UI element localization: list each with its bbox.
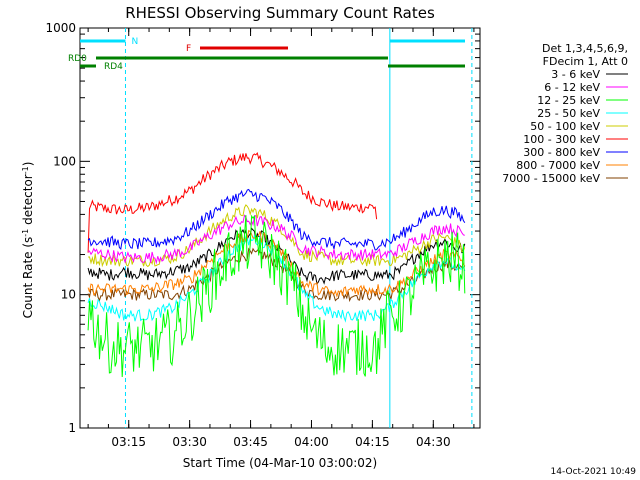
legend-entry-label: 7000 - 15000 keV	[502, 172, 600, 185]
observing-annotations: N F RD0 RD4	[68, 28, 473, 428]
legend-entry-label: 12 - 25 keV	[537, 94, 600, 107]
series-line	[87, 214, 466, 378]
x-tick-label: 04:15	[355, 435, 390, 449]
series-line	[87, 229, 466, 298]
legend-entry-label: 50 - 100 keV	[530, 120, 600, 133]
y-tick-label: 1000	[45, 21, 76, 35]
y-axis-label-sup2: -1	[21, 166, 30, 174]
legend-header-1: Det 1,3,4,5,6,9,	[542, 42, 628, 55]
rd4-label: RD4	[104, 62, 123, 72]
series-line	[88, 214, 465, 265]
legend: Det 1,3,4,5,6,9, FDecim 1, Att 0 3 - 6 k…	[502, 42, 628, 185]
plot-frame	[79, 27, 481, 429]
y-tick-label: 1	[68, 421, 76, 435]
y-tick-label: 10	[61, 288, 76, 302]
x-tick-label: 04:30	[416, 435, 451, 449]
legend-entry-label: 100 - 300 keV	[523, 133, 600, 146]
y-axis-ticks: 1 10 100 1000	[45, 21, 480, 435]
series-lines	[87, 152, 466, 378]
chart-title: RHESSI Observing Summary Count Rates	[125, 4, 435, 22]
legend-header-2: FDecim 1, Att 0	[543, 55, 628, 68]
y-axis-label-sup: -1	[21, 229, 30, 237]
y-axis-label: Count Rate (s-1 detector-1)	[21, 162, 36, 319]
timestamp: 14-Oct-2021 10:49	[551, 467, 637, 477]
x-tick-label: 03:15	[111, 435, 146, 449]
x-axis-label: Start Time (04-Mar-10 03:00:02)	[183, 456, 377, 470]
legend-entry-label: 6 - 12 keV	[544, 81, 600, 94]
y-axis-label-main: Count Rate (s	[21, 237, 35, 319]
legend-entry-label: 800 - 7000 keV	[516, 159, 600, 172]
legend-entry-label: 25 - 50 keV	[537, 107, 600, 120]
series-line	[87, 188, 466, 251]
flare-label: F	[186, 44, 191, 54]
series-line	[87, 247, 466, 303]
x-tick-label: 04:00	[294, 435, 329, 449]
rd0-label: RD0	[68, 54, 87, 64]
legend-entry-label: 300 - 800 keV	[523, 146, 600, 159]
y-axis-label-end: )	[21, 162, 35, 167]
y-axis-label-tail: detector	[21, 174, 35, 229]
legend-entry-label: 3 - 6 keV	[551, 68, 600, 81]
x-tick-label: 03:30	[172, 435, 207, 449]
plot-border	[79, 27, 481, 429]
night-label: N	[131, 37, 138, 47]
series-line	[87, 152, 378, 253]
y-tick-label: 100	[53, 154, 76, 168]
x-axis-ticks: 03:15 03:30 03:45 04:00 04:15 04:30	[87, 28, 475, 449]
x-tick-label: 03:45	[233, 435, 268, 449]
